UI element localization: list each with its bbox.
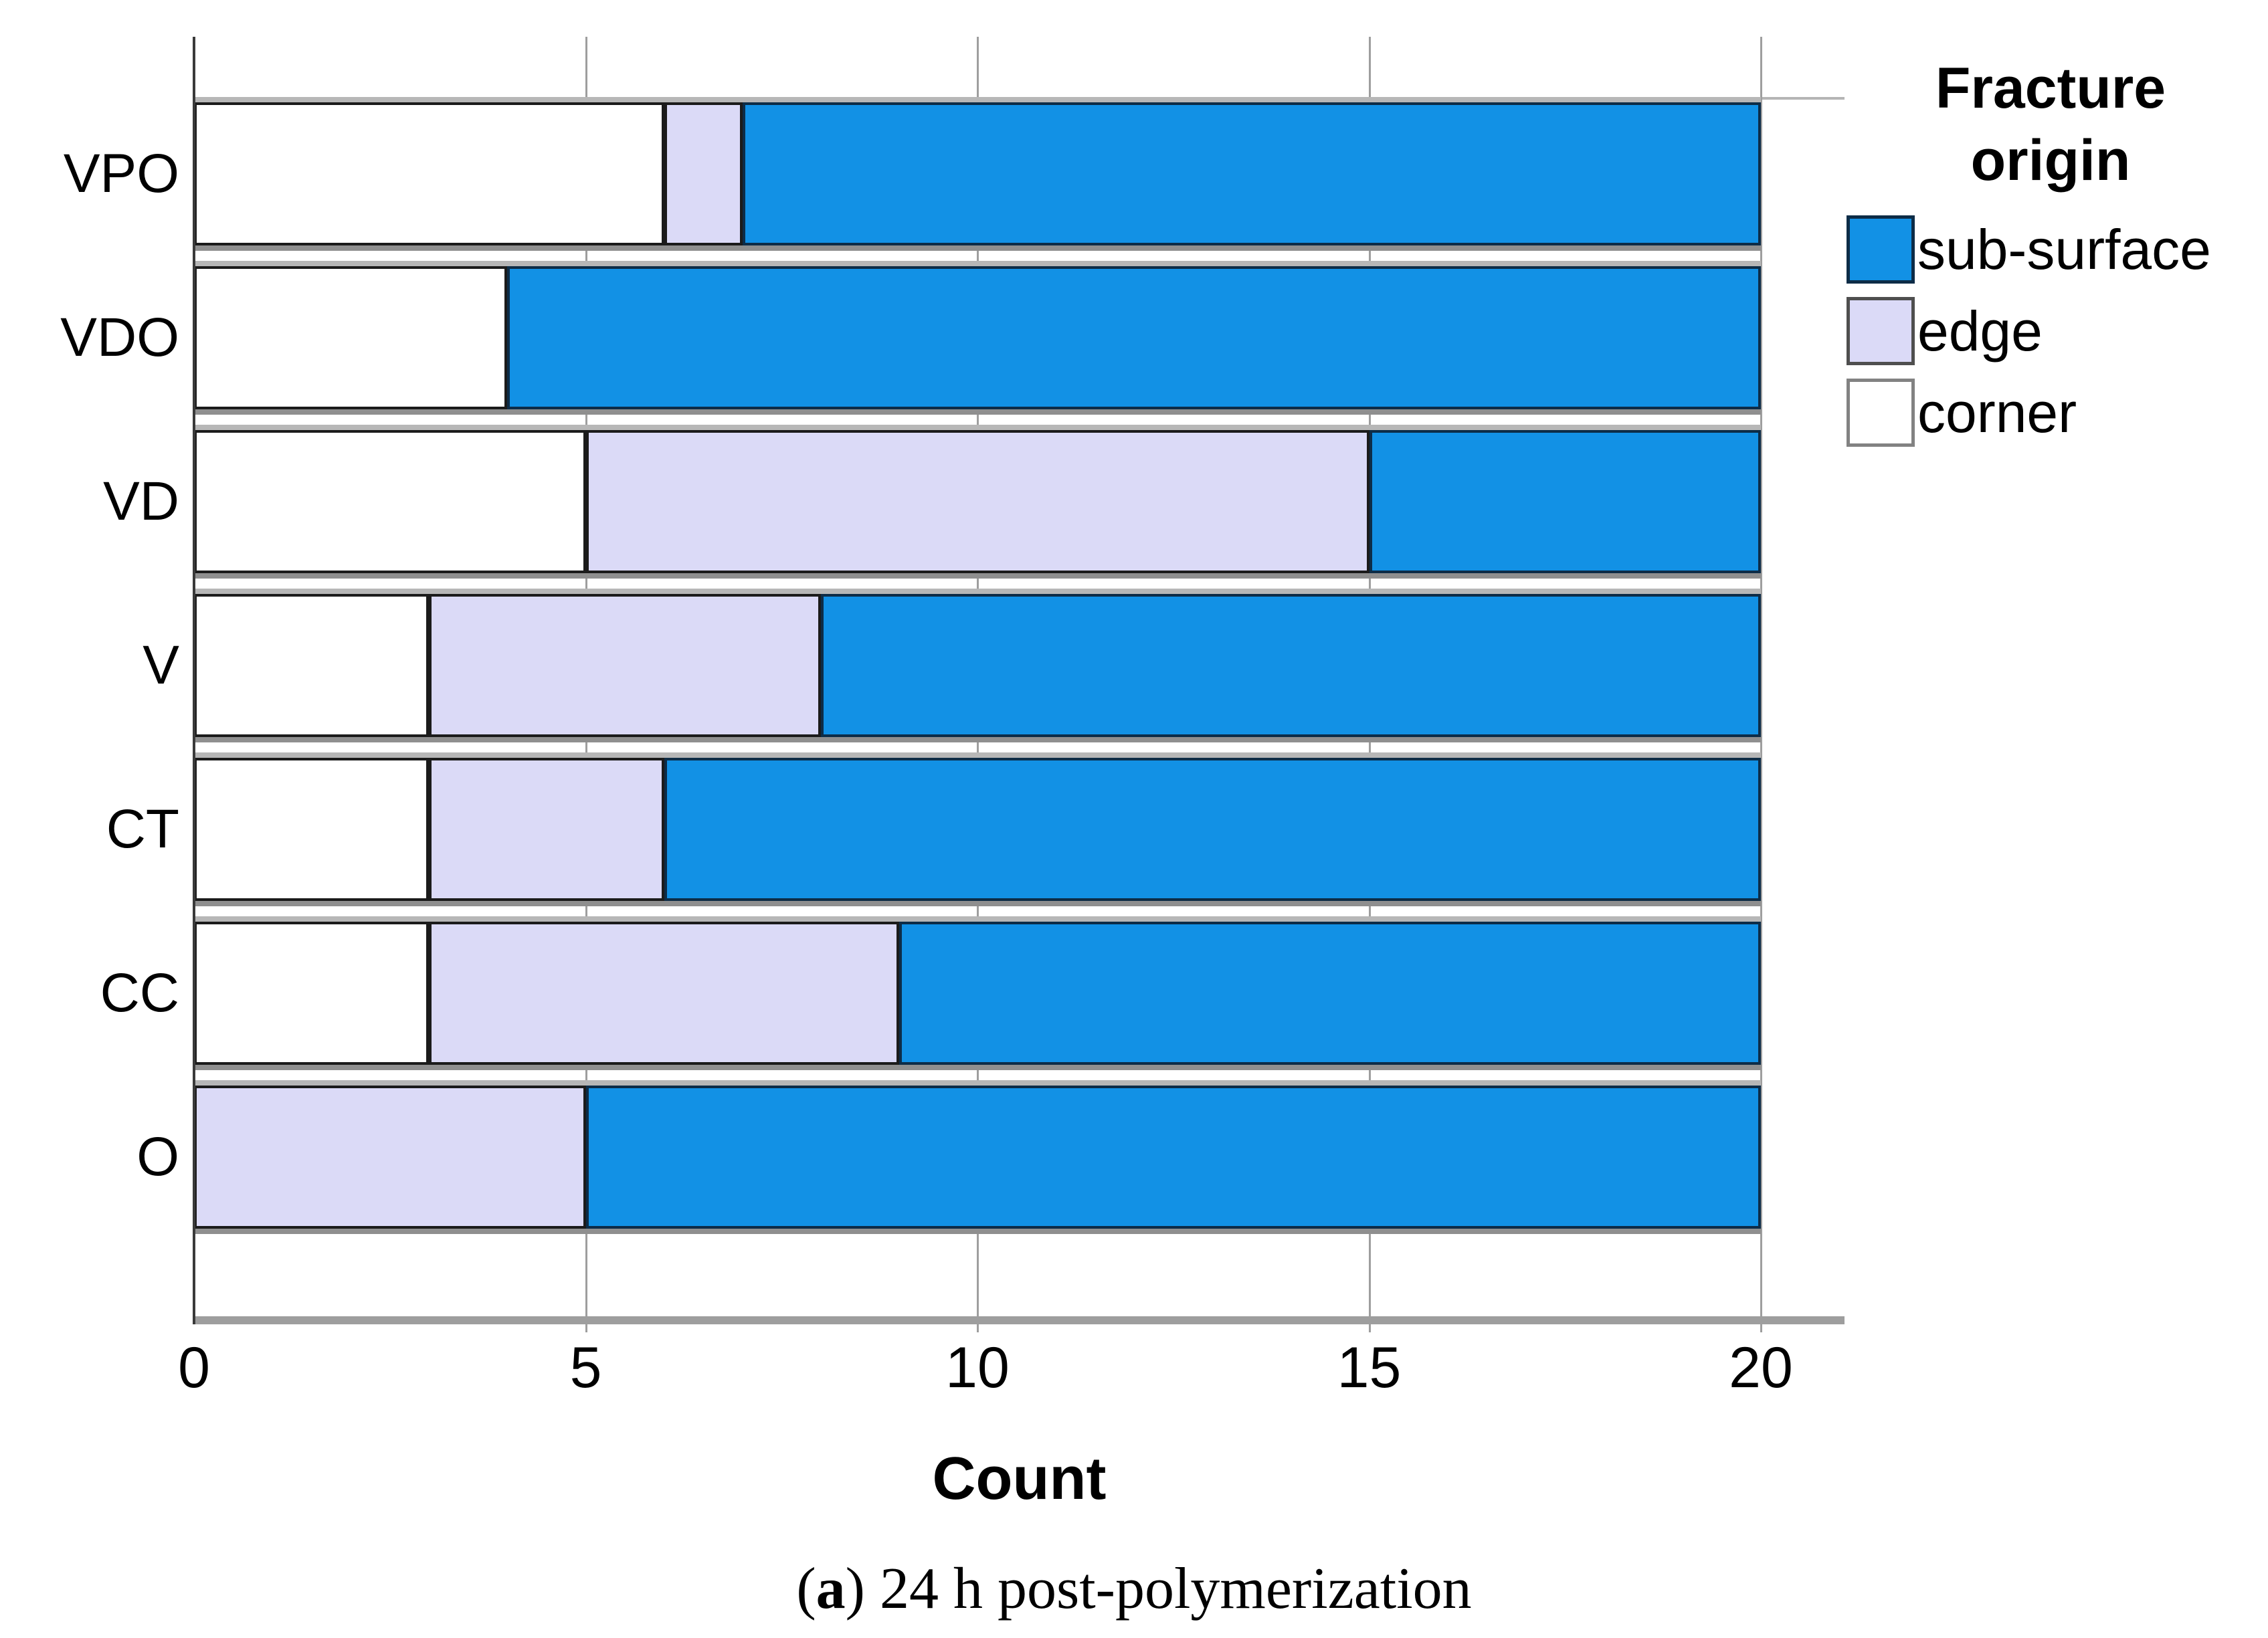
bar-row-VDO xyxy=(194,261,1761,415)
legend-title: Fracture origin xyxy=(1850,52,2251,197)
gridline-20 xyxy=(1760,37,1762,1316)
bar-segment-O-sub-surface xyxy=(585,1086,1761,1229)
bar-segment-O-edge xyxy=(194,1086,586,1229)
bar-segment-VPO-sub-surface xyxy=(742,102,1761,245)
bar-segment-VDO-sub-surface xyxy=(507,266,1761,409)
caption-rest: ) 24 h post-polymerization xyxy=(845,1556,1472,1621)
x-tick-mark-15 xyxy=(1368,1324,1371,1332)
legend-swatch-corner xyxy=(1847,379,1915,447)
category-label-CC: CC xyxy=(100,962,179,1023)
bar-row-CC xyxy=(194,916,1761,1070)
bar-segment-V-sub-surface xyxy=(820,594,1761,737)
x-tick-label-20: 20 xyxy=(1729,1336,1793,1400)
bar-segment-CT-edge xyxy=(429,758,664,901)
legend-title-line1: Fracture xyxy=(1935,56,2166,120)
figure-caption: (a) 24 h post-polymerization xyxy=(0,1555,2268,1623)
bar-row-CT xyxy=(194,752,1761,906)
bar-segment-VPO-corner xyxy=(194,102,664,245)
bar-segment-VD-corner xyxy=(194,430,586,573)
caption-open: ( xyxy=(796,1556,816,1621)
y-axis-line xyxy=(193,37,195,1324)
category-label-V: V xyxy=(143,635,179,696)
bar-segment-V-corner xyxy=(194,594,430,737)
category-label-VD: VD xyxy=(103,471,179,532)
x-axis-title: Count xyxy=(932,1445,1107,1512)
x-tick-label-0: 0 xyxy=(178,1336,210,1400)
caption-letter: a xyxy=(816,1556,846,1621)
bar-segment-VD-sub-surface xyxy=(1369,430,1761,573)
legend-swatch-sub-surface xyxy=(1847,215,1915,284)
legend-item-corner: corner xyxy=(1847,379,2221,447)
x-tick-label-5: 5 xyxy=(569,1336,602,1400)
bar-segment-CT-sub-surface xyxy=(664,758,1761,901)
legend-label-sub-surface: sub-surface xyxy=(1917,218,2211,281)
legend-item-sub-surface: sub-surface xyxy=(1847,215,2221,284)
bar-segment-CC-sub-surface xyxy=(899,922,1761,1065)
x-tick-mark-10 xyxy=(977,1324,979,1332)
legend-label-corner: corner xyxy=(1917,381,2077,444)
category-label-VPO: VPO xyxy=(63,143,179,204)
x-tick-mark-5 xyxy=(585,1324,587,1332)
x-axis-line xyxy=(194,1316,1845,1324)
legend-label-edge: edge xyxy=(1917,300,2043,363)
bar-segment-CC-corner xyxy=(194,922,430,1065)
legend-item-edge: edge xyxy=(1847,297,2221,365)
legend-title-line2: origin xyxy=(1970,128,2131,193)
category-label-CT: CT xyxy=(106,799,179,859)
bar-segment-VPO-edge xyxy=(664,102,743,245)
bar-row-V xyxy=(194,589,1761,742)
bar-row-VPO xyxy=(194,97,1761,251)
bar-segment-VD-edge xyxy=(585,430,1369,573)
x-tick-label-10: 10 xyxy=(945,1336,1010,1400)
bar-segment-V-edge xyxy=(429,594,821,737)
bar-row-VD xyxy=(194,425,1761,579)
x-tick-mark-20 xyxy=(1760,1324,1762,1332)
legend-swatch-edge xyxy=(1847,297,1915,365)
bar-segment-CT-corner xyxy=(194,758,430,901)
category-label-O: O xyxy=(136,1126,179,1187)
bar-segment-CC-edge xyxy=(429,922,899,1065)
category-label-VDO: VDO xyxy=(60,307,179,368)
x-tick-label-15: 15 xyxy=(1337,1336,1402,1400)
bar-row-O xyxy=(194,1080,1761,1234)
bar-segment-VDO-corner xyxy=(194,266,508,409)
